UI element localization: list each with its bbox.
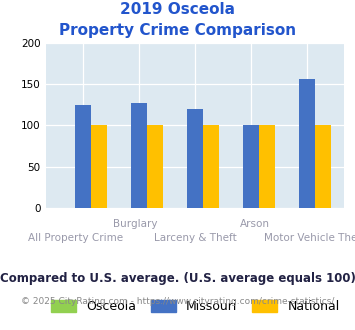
Bar xyxy=(147,124,163,208)
Text: Burglary: Burglary xyxy=(113,219,158,229)
Bar xyxy=(299,79,315,208)
Bar xyxy=(75,105,91,208)
Text: All Property Crime: All Property Crime xyxy=(28,233,124,243)
Bar xyxy=(259,124,275,208)
Bar xyxy=(203,124,219,208)
Bar xyxy=(315,124,331,208)
Bar xyxy=(187,109,203,208)
Bar xyxy=(244,124,259,208)
Text: © 2025 CityRating.com - https://www.cityrating.com/crime-statistics/: © 2025 CityRating.com - https://www.city… xyxy=(21,297,334,306)
Text: Larceny & Theft: Larceny & Theft xyxy=(154,233,237,243)
Text: Property Crime Comparison: Property Crime Comparison xyxy=(59,23,296,38)
Text: Arson: Arson xyxy=(240,219,270,229)
Text: Compared to U.S. average. (U.S. average equals 100): Compared to U.S. average. (U.S. average … xyxy=(0,272,355,285)
Bar xyxy=(91,124,107,208)
Text: Motor Vehicle Theft: Motor Vehicle Theft xyxy=(264,233,355,243)
Bar xyxy=(131,103,147,208)
Legend: Osceola, Missouri, National: Osceola, Missouri, National xyxy=(51,300,340,313)
Text: 2019 Osceola: 2019 Osceola xyxy=(120,2,235,16)
